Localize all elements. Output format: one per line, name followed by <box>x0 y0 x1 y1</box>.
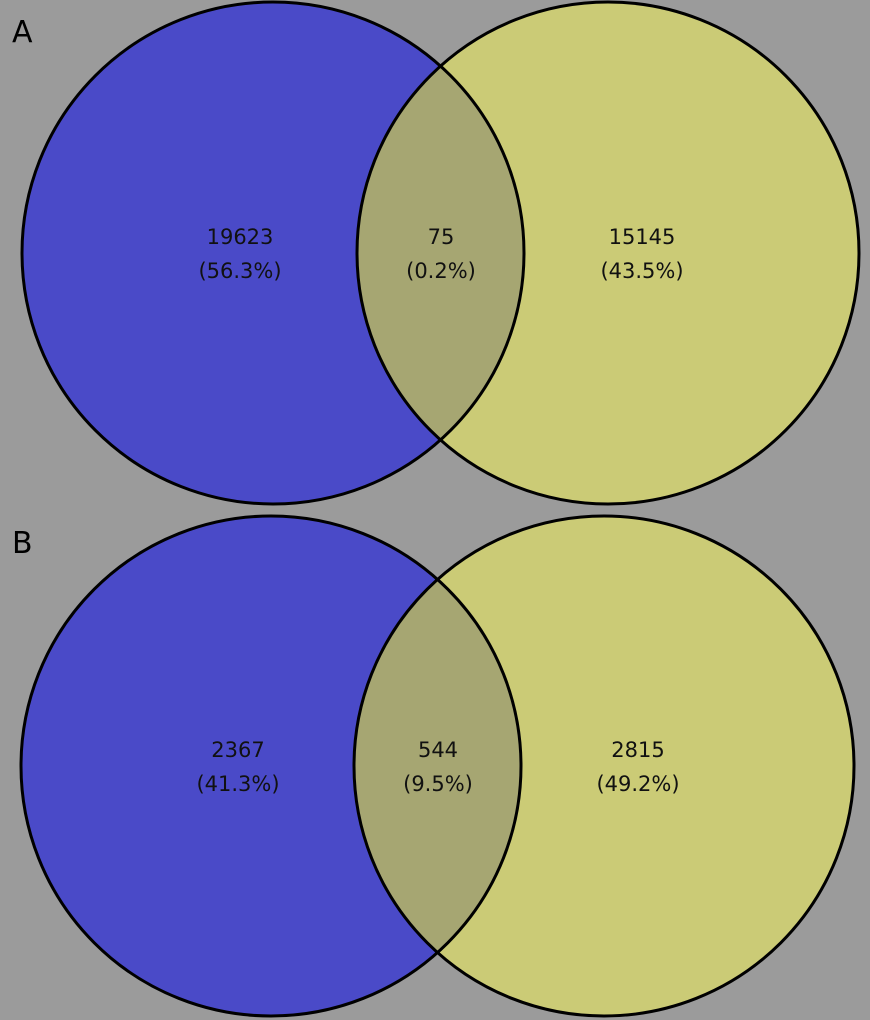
right-set-outline-b <box>352 514 856 1018</box>
panel-label-b: B <box>12 526 33 561</box>
left-only-count-b: 2367 <box>211 738 264 762</box>
left-only-percent-a: (56.3%) <box>198 259 281 283</box>
venn-panel-a: A 19623 (56.3%) 75 (0.2%) 15145 (43.5%) <box>12 0 861 506</box>
overlap-count-b: 544 <box>418 738 458 762</box>
left-only-percent-b: (41.3%) <box>196 772 279 796</box>
left-only-count-a: 19623 <box>207 225 274 249</box>
overlap-percent-a: (0.2%) <box>406 259 476 283</box>
right-only-percent-a: (43.5%) <box>600 259 683 283</box>
panel-label-a: A <box>12 15 33 50</box>
right-set-outline-a <box>355 0 861 506</box>
overlap-percent-b: (9.5%) <box>403 772 473 796</box>
right-only-count-a: 15145 <box>609 225 676 249</box>
overlap-region-b <box>354 516 521 1016</box>
left-set-outline-a <box>20 0 526 506</box>
right-only-count-b: 2815 <box>611 738 664 762</box>
right-only-percent-b: (49.2%) <box>596 772 679 796</box>
overlap-count-a: 75 <box>428 225 455 249</box>
left-set-outline-b <box>19 514 523 1018</box>
overlap-region-a <box>357 2 524 504</box>
venn-panel-b: B 2367 (41.3%) 544 (9.5%) 2815 (49.2%) <box>12 514 856 1018</box>
